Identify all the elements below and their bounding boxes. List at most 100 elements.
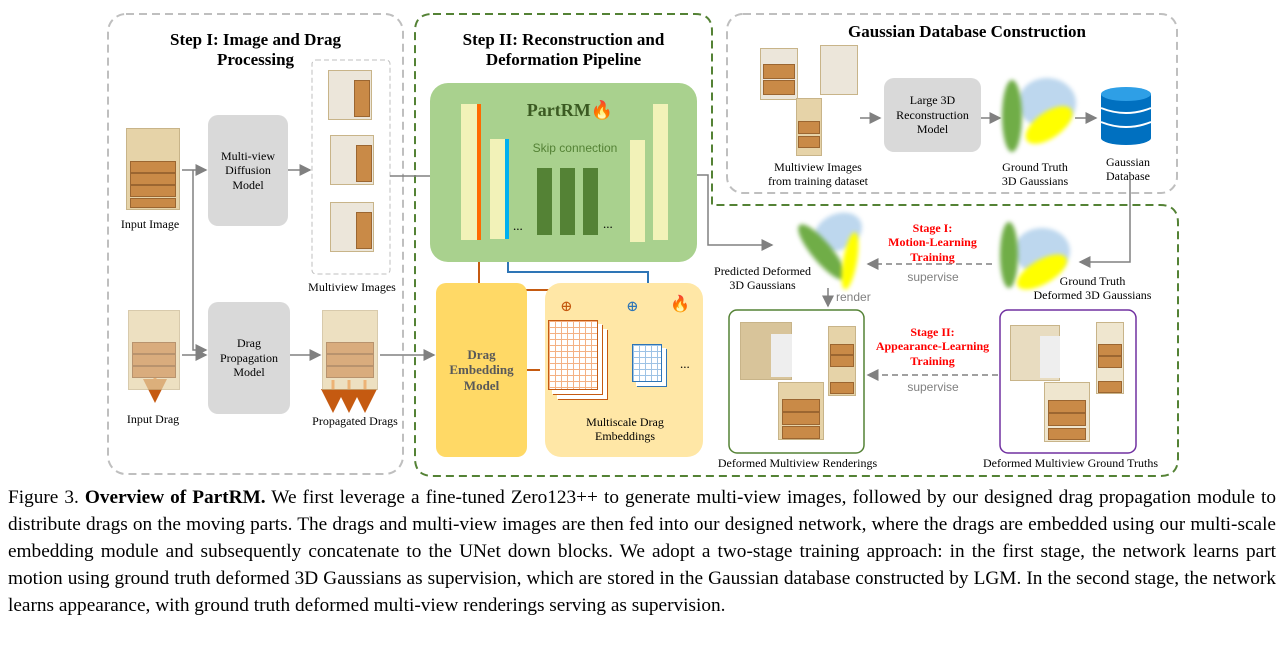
stage1-label: Stage I: Motion-Learning Training xyxy=(870,221,995,264)
gt-cabinet xyxy=(1044,382,1090,442)
caption-prefix: Figure 3. xyxy=(8,487,85,508)
stage2-line2: Appearance-Learning xyxy=(875,339,990,354)
stage2-line3: Training xyxy=(910,353,955,368)
step1-title-line2: Processing xyxy=(216,50,295,70)
renderings-label: Deformed Multiview Renderings xyxy=(717,456,878,470)
gt-renderings-box xyxy=(999,309,1137,454)
step2-title-line1: Step II: Reconstruction and xyxy=(462,30,665,49)
gaussian-db-label: Gaussian Database xyxy=(1085,155,1171,184)
training-images-label-line2: from training dataset xyxy=(768,174,868,189)
gt-gaussians-label: Ground Truth 3D Gaussians xyxy=(985,160,1085,189)
partrm-name: PartRM xyxy=(526,100,591,120)
multiview-cabinet xyxy=(330,135,374,185)
diffusion-model: Multi-view Diffusion Model xyxy=(208,115,288,226)
rendered-cabinet xyxy=(778,382,824,440)
small-scale-embedding-grid xyxy=(632,344,662,382)
gaussian-db-box xyxy=(726,13,1178,194)
input-drag-cabinet xyxy=(128,310,180,390)
input-drag-label: Input Drag xyxy=(126,412,180,426)
gaussian-db-label-line1: Gaussian xyxy=(1106,155,1150,169)
stage2-line1: Stage II: xyxy=(910,325,955,339)
rendered-cabinet xyxy=(828,326,856,396)
caption-text: We first leverage a fine-tuned Zero123++… xyxy=(8,487,1276,616)
multiview-images-box xyxy=(311,59,391,275)
ellipsis: ... xyxy=(603,216,613,231)
supervise-label: supervise xyxy=(907,270,959,284)
stage1-line3: Training xyxy=(910,249,955,264)
training-cabinet xyxy=(820,45,858,95)
training-cabinet xyxy=(760,48,798,100)
gt-deformed-line2: Deformed 3D Gaussians xyxy=(1033,288,1152,303)
predicted-label-line1: Predicted Deformed xyxy=(714,264,811,278)
gt-cabinet xyxy=(1096,322,1124,394)
training-images-label-line1: Multiview Images xyxy=(774,160,862,174)
drag-propagation-label: Drag Propagation Model xyxy=(220,336,278,380)
supervise-label: supervise xyxy=(907,380,959,394)
step1-title-line1: Step I: Image and Drag xyxy=(170,30,341,49)
drag-embedding-label: Drag Embedding Model xyxy=(449,346,514,393)
database-icon xyxy=(1100,87,1152,145)
caption-bold: Overview of PartRM. xyxy=(84,487,266,508)
bottleneck-block xyxy=(560,168,575,235)
stage1-line2: Motion-Learning xyxy=(888,235,977,250)
drag-concat-blue xyxy=(505,139,509,239)
gt-gaussians-label-line1: Ground Truth xyxy=(1002,160,1068,174)
gt-deformed-label: Ground Truth Deformed 3D Gaussians xyxy=(1030,274,1155,303)
rendered-cabinet xyxy=(740,322,792,380)
step2-title-line2: Deformation Pipeline xyxy=(485,50,642,70)
propagated-drags-label: Propagated Drags xyxy=(312,414,398,428)
gaussian-db-title: Gaussian Database Construction xyxy=(847,22,1087,41)
large-scale-embedding-grid xyxy=(548,320,598,390)
drag-embedding-model: Drag Embedding Model xyxy=(436,283,527,457)
stage2-label: Stage II: Appearance-Learning Training xyxy=(860,325,1005,368)
bottleneck-block xyxy=(583,168,598,235)
gaussian-db-label-line2: Database xyxy=(1106,169,1150,184)
gt-3d-gaussians xyxy=(1000,72,1079,158)
encoder-block xyxy=(461,104,477,240)
propagated-cabinet xyxy=(322,310,378,390)
fire-icon: 🔥 xyxy=(590,100,614,120)
decoder-block xyxy=(653,104,668,240)
concat-plus-icon: ⊕ xyxy=(626,299,639,315)
input-image-cabinet xyxy=(126,128,180,210)
figure-caption: Figure 3. Overview of PartRM. We first l… xyxy=(8,484,1276,619)
concat-plus-icon: ⊕ xyxy=(560,299,573,315)
gt-gaussians-label-line2: 3D Gaussians xyxy=(1001,174,1069,189)
decoder-block xyxy=(630,140,645,242)
lrm-label: Large 3D Reconstruction Model xyxy=(896,93,969,137)
gt-deformed-line1: Ground Truth xyxy=(1059,274,1126,288)
gt-cabinet xyxy=(1010,325,1060,381)
step2-title: Step II: Reconstruction and Deformation P… xyxy=(415,30,712,71)
render-label: render xyxy=(836,290,871,304)
ellipsis: ... xyxy=(513,218,523,233)
step2-box xyxy=(414,13,1179,477)
predicted-label-line2: 3D Gaussians xyxy=(729,278,796,293)
drag-concat-orange xyxy=(477,104,481,240)
multiview-cabinet xyxy=(330,202,374,252)
step1-title: Step I: Image and Drag Processing xyxy=(108,30,403,71)
ellipsis: ... xyxy=(680,356,690,371)
diffusion-model-label: Multi-view Diffusion Model xyxy=(221,148,275,192)
multiscale-label-line1: Multiscale Drag xyxy=(586,415,664,429)
large-reconstruction-model: Large 3D Reconstruction Model xyxy=(884,78,981,152)
bottleneck-block xyxy=(537,168,552,235)
encoder-block xyxy=(490,139,505,239)
skip-connection-label: Skip connection xyxy=(532,141,618,155)
renderings-box xyxy=(728,309,865,454)
step1-box xyxy=(107,13,404,475)
partrm-title: PartRM🔥 xyxy=(520,100,620,122)
multiview-images-label: Multiview Images xyxy=(308,280,396,294)
input-image-label: Input Image xyxy=(120,217,180,231)
stage1-line1: Stage I: xyxy=(912,221,953,235)
multiscale-label-line2: Embeddings xyxy=(595,429,655,444)
fire-icon: 🔥 xyxy=(670,296,690,313)
multiscale-label: Multiscale Drag Embeddings xyxy=(565,415,685,444)
predicted-gaussians-label: Predicted Deformed 3D Gaussians xyxy=(705,264,820,293)
drag-propagation-model: Drag Propagation Model xyxy=(208,302,290,414)
gt-renderings-label: Deformed Multiview Ground Truths xyxy=(983,456,1158,470)
training-cabinet xyxy=(796,98,822,156)
training-images-label: Multiview Images from training dataset xyxy=(758,160,878,189)
gt-deformed-gaussians xyxy=(1000,218,1073,297)
multiview-cabinet xyxy=(328,70,372,120)
